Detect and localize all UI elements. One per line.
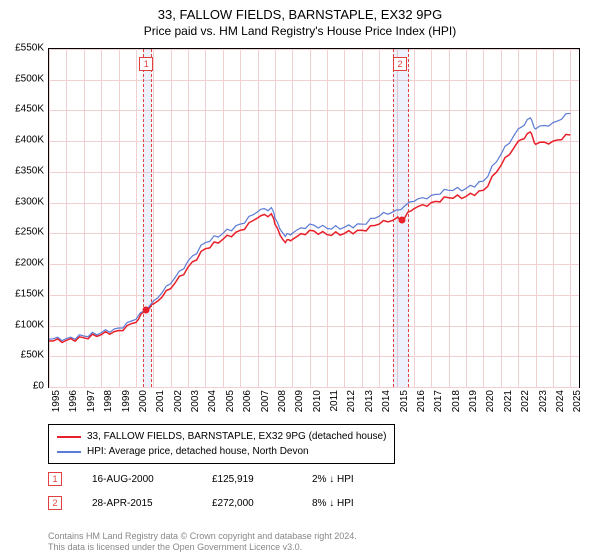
sale-marker: 2 xyxy=(393,57,407,71)
x-tick-label: 2016 xyxy=(416,390,427,412)
x-tick-label: 2007 xyxy=(260,390,271,412)
x-tick-label: 2002 xyxy=(173,390,184,412)
y-tick-label: £0 xyxy=(4,381,44,392)
y-tick-label: £100K xyxy=(4,319,44,330)
plot: 12 xyxy=(48,48,580,388)
sale-marker: 1 xyxy=(139,57,153,71)
series-property xyxy=(49,132,570,343)
transaction-row-1: 1 16-AUG-2000 £125,919 2% ↓ HPI xyxy=(48,472,354,486)
transaction-diff-1: 2% ↓ HPI xyxy=(312,474,354,485)
y-tick-label: £550K xyxy=(4,43,44,54)
footer: Contains HM Land Registry data © Crown c… xyxy=(48,531,357,554)
sale-dot xyxy=(143,306,150,313)
x-tick-label: 1996 xyxy=(68,390,79,412)
x-tick-label: 2017 xyxy=(433,390,444,412)
x-tick-label: 2020 xyxy=(485,390,496,412)
x-tick-label: 2022 xyxy=(520,390,531,412)
x-tick-label: 2011 xyxy=(329,390,340,412)
legend-label-hpi: HPI: Average price, detached house, Nort… xyxy=(87,444,309,459)
chart-title: 33, FALLOW FIELDS, BARNSTAPLE, EX32 9PG xyxy=(0,0,600,24)
chart-lines xyxy=(49,49,579,387)
y-tick-label: £150K xyxy=(4,288,44,299)
x-tick-label: 2018 xyxy=(451,390,462,412)
x-tick-label: 1997 xyxy=(86,390,97,412)
transaction-row-2: 2 28-APR-2015 £272,000 8% ↓ HPI xyxy=(48,496,354,510)
legend-row-property: 33, FALLOW FIELDS, BARNSTAPLE, EX32 9PG … xyxy=(57,429,386,444)
y-tick-label: £450K xyxy=(4,104,44,115)
transaction-price-1: £125,919 xyxy=(212,474,282,485)
y-tick-label: £200K xyxy=(4,258,44,269)
legend: 33, FALLOW FIELDS, BARNSTAPLE, EX32 9PG … xyxy=(48,424,395,464)
transaction-diff-2: 8% ↓ HPI xyxy=(312,498,354,509)
x-tick-label: 2001 xyxy=(155,390,166,412)
x-tick-label: 2024 xyxy=(555,390,566,412)
x-tick-label: 2003 xyxy=(190,390,201,412)
transaction-marker-1: 1 xyxy=(48,472,62,486)
chart-area: 12 £0£50K£100K£150K£200K£250K£300K£350K£… xyxy=(48,48,580,388)
x-tick-label: 1998 xyxy=(103,390,114,412)
sale-dot xyxy=(398,216,405,223)
footer-line-1: Contains HM Land Registry data © Crown c… xyxy=(48,531,357,543)
series-hpi xyxy=(49,114,570,341)
legend-row-hpi: HPI: Average price, detached house, Nort… xyxy=(57,444,386,459)
x-tick-label: 2009 xyxy=(294,390,305,412)
x-tick-label: 1999 xyxy=(121,390,132,412)
x-tick-label: 2023 xyxy=(538,390,549,412)
x-tick-label: 2012 xyxy=(346,390,357,412)
x-tick-label: 2015 xyxy=(399,390,410,412)
x-tick-label: 1995 xyxy=(51,390,62,412)
x-tick-label: 2025 xyxy=(572,390,583,412)
chart-subtitle: Price paid vs. HM Land Registry's House … xyxy=(0,24,600,42)
x-tick-label: 2010 xyxy=(312,390,323,412)
y-tick-label: £300K xyxy=(4,196,44,207)
y-tick-label: £350K xyxy=(4,165,44,176)
transaction-date-1: 16-AUG-2000 xyxy=(92,474,182,485)
footer-line-2: This data is licensed under the Open Gov… xyxy=(48,542,357,554)
y-tick-label: £500K xyxy=(4,73,44,84)
transaction-date-2: 28-APR-2015 xyxy=(92,498,182,509)
y-tick-label: £400K xyxy=(4,135,44,146)
y-tick-label: £50K xyxy=(4,350,44,361)
x-tick-label: 2021 xyxy=(503,390,514,412)
transaction-price-2: £272,000 xyxy=(212,498,282,509)
x-tick-label: 2014 xyxy=(381,390,392,412)
x-tick-label: 2005 xyxy=(225,390,236,412)
y-tick-label: £250K xyxy=(4,227,44,238)
x-tick-label: 2006 xyxy=(242,390,253,412)
chart-container: 33, FALLOW FIELDS, BARNSTAPLE, EX32 9PG … xyxy=(0,0,600,560)
x-tick-label: 2013 xyxy=(364,390,375,412)
legend-swatch-hpi xyxy=(57,451,81,453)
legend-label-property: 33, FALLOW FIELDS, BARNSTAPLE, EX32 9PG … xyxy=(87,429,386,444)
x-tick-label: 2000 xyxy=(138,390,149,412)
transaction-marker-2: 2 xyxy=(48,496,62,510)
legend-swatch-property xyxy=(57,436,81,438)
x-tick-label: 2004 xyxy=(207,390,218,412)
x-tick-label: 2019 xyxy=(468,390,479,412)
x-tick-label: 2008 xyxy=(277,390,288,412)
